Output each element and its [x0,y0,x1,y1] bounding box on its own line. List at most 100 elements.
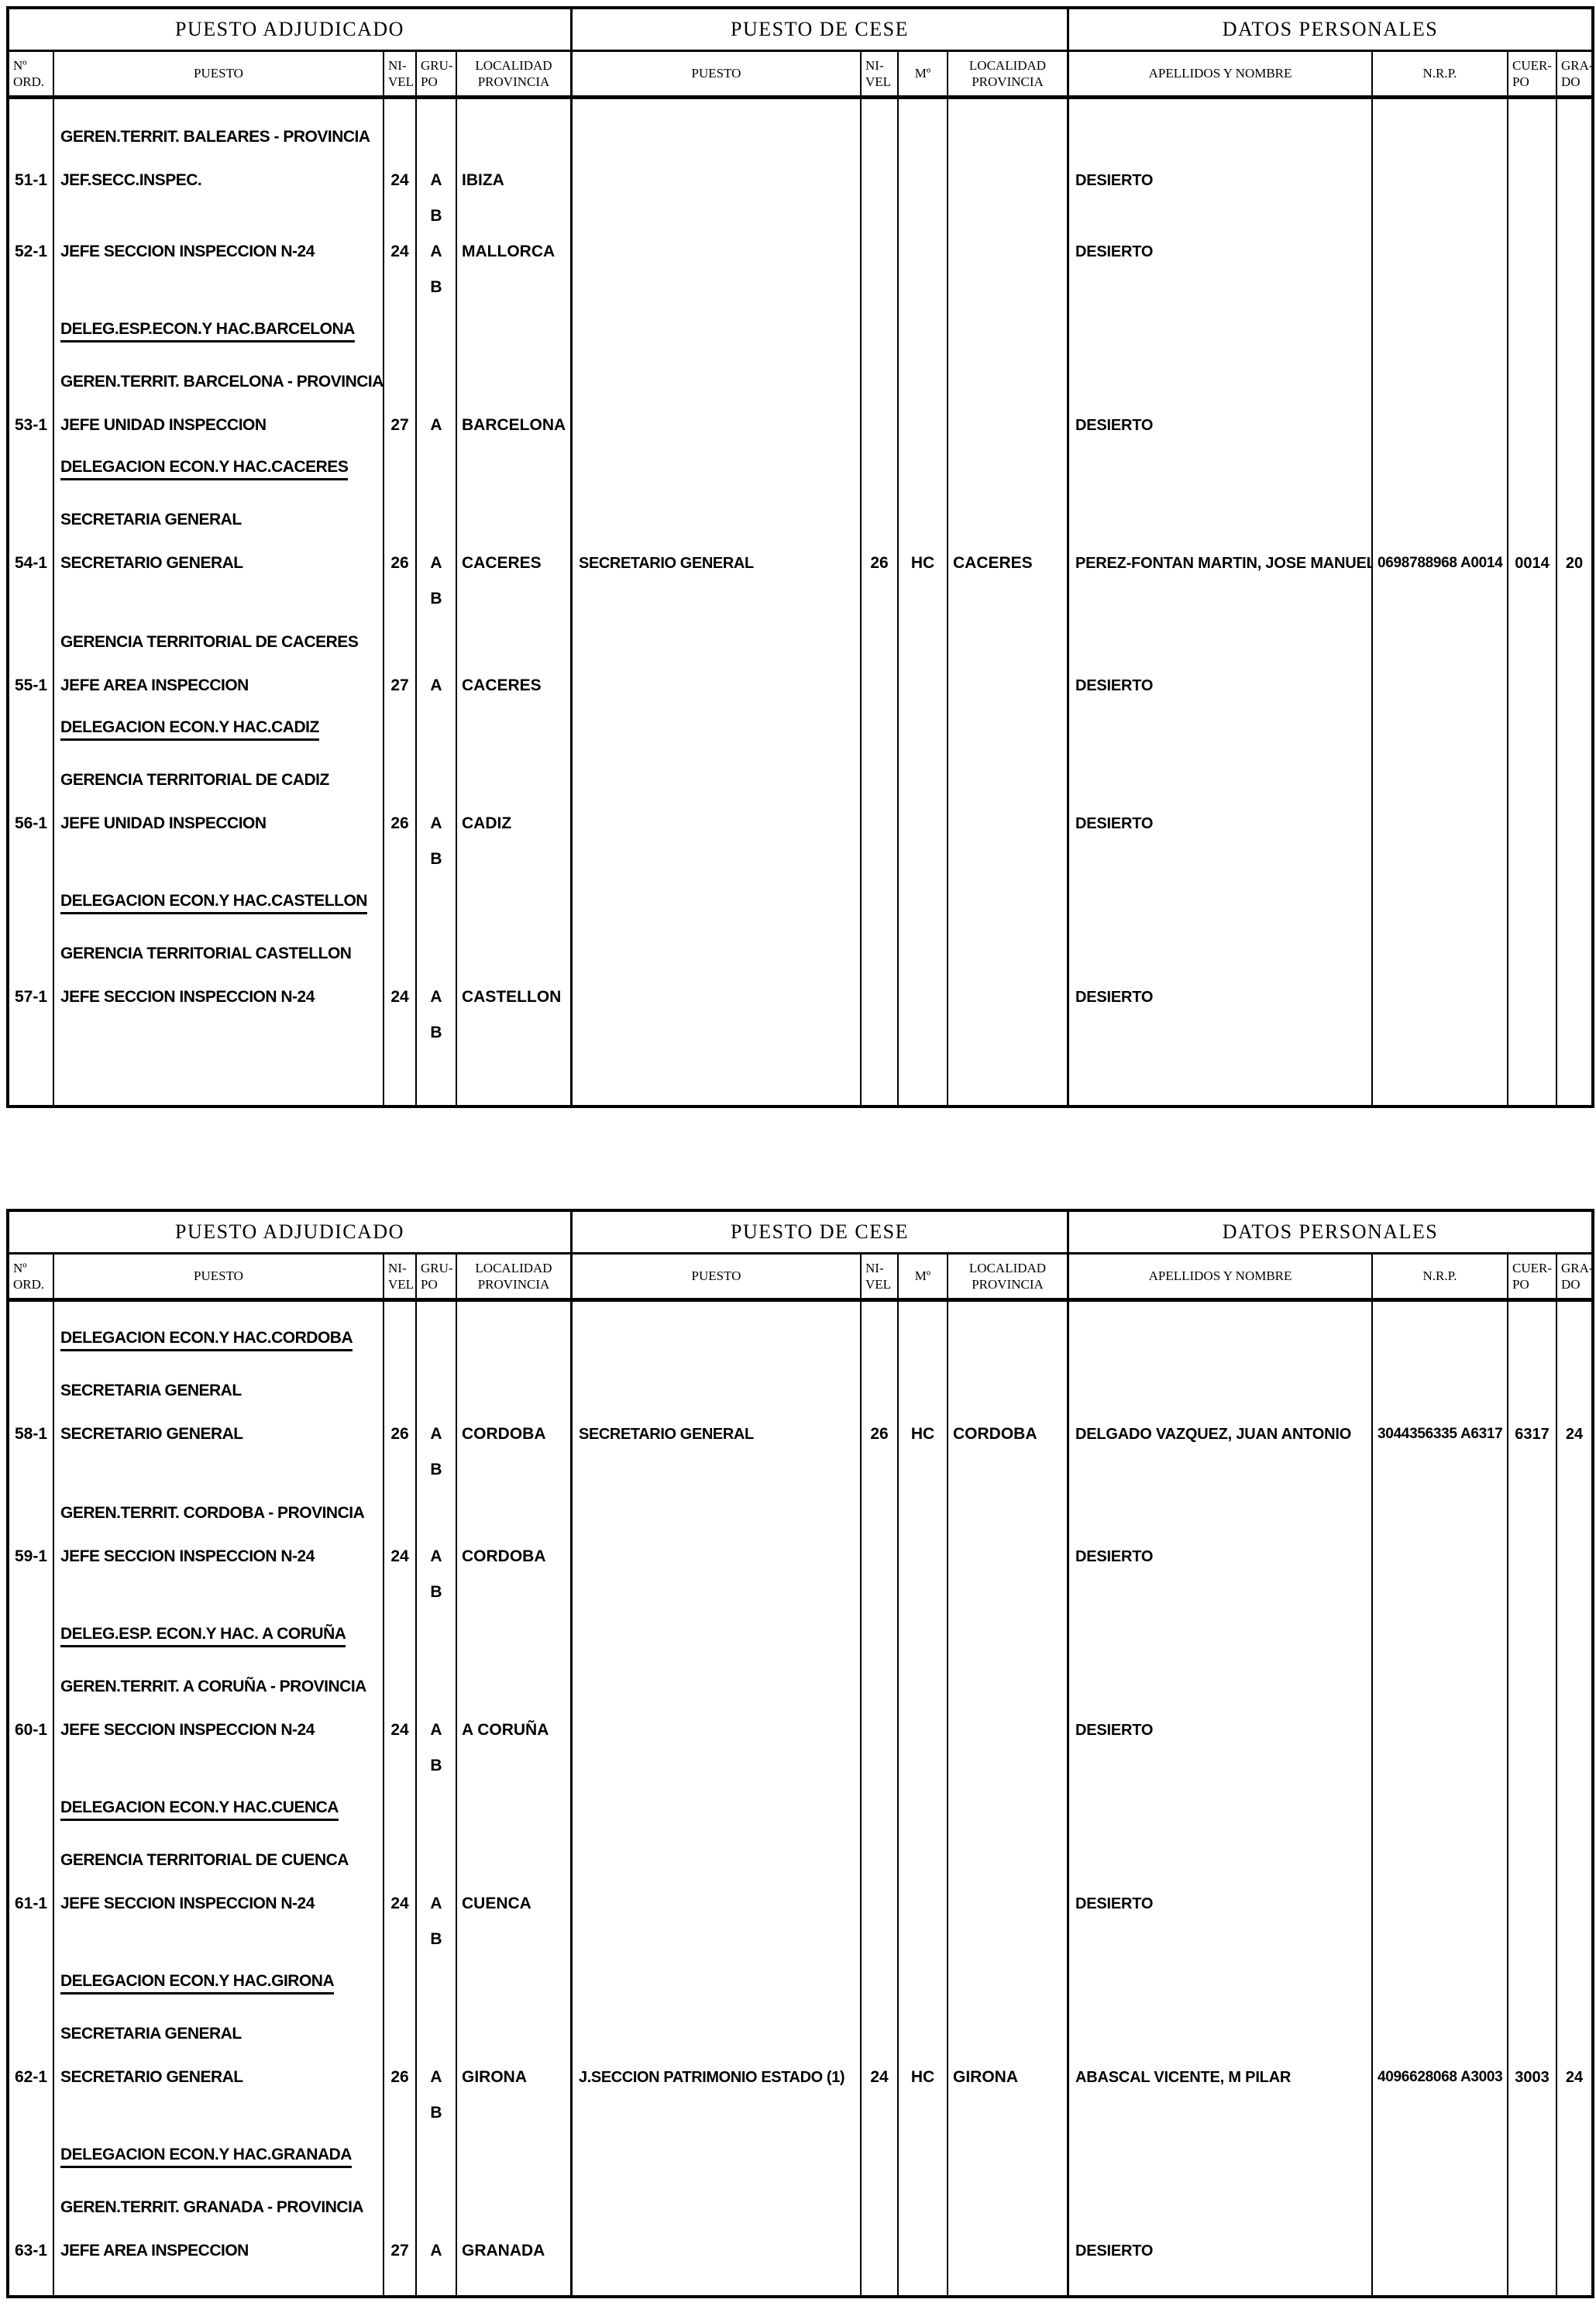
cell-cese-puesto [573,234,862,270]
cell-localidad: CADIZ [457,806,573,842]
cell-localidad [457,1314,573,1365]
cell-ord [9,1488,54,1539]
cell-cese-puesto [573,1957,862,2008]
cell-apellidos: DESIERTO [1069,1886,1373,1922]
cell-localidad [457,1365,573,1416]
cell-localidad [457,270,573,305]
cell-puesto: DELEGACION ECON.Y HAC.GIRONA [54,1957,384,2008]
cell-cese-puesto [573,877,862,928]
cell-ord [9,1452,54,1488]
cell-cese-nivel [862,99,899,112]
cell-apellidos [1069,112,1373,163]
cell-ministerio [899,617,948,668]
col-header-ord-line1: Nº [13,1260,27,1275]
cell-cese-localidad [948,1712,1069,1748]
cell-nivel [384,2095,417,2131]
cell-nrp [1373,1886,1508,1922]
cell-ministerio-text: HC [910,1425,935,1443]
cell-cese-nivel [862,1922,899,1957]
group-letter-row: B [9,581,1591,617]
cell-puesto-text: DELEGACION ECON.Y HAC.CADIZ [60,718,319,741]
col-header-cuerpo-line2: PO [1512,1277,1529,1292]
cell-nrp [1373,1712,1508,1748]
cell-grado [1557,2269,1591,2295]
cell-apellidos: PEREZ-FONTAN MARTIN, JOSE MANUEL [1069,546,1373,581]
cell-cese-localidad [948,928,1069,979]
col-header-ord-line1: Nº [13,57,27,73]
cell-grado [1557,1886,1591,1922]
cell-puesto-text: DELEGACION ECON.Y HAC.CORDOBA [60,1329,353,1351]
cell-cese-nivel [862,842,899,877]
cell-grado-text: 24 [1565,1425,1584,1443]
entry-row: 63-1 JEFE AREA INSPECCION 27 A GRANADA DESIER… [9,2233,1591,2269]
cell-ord [9,494,54,546]
cell-nivel [384,2182,417,2233]
cell-ord: 59-1 [9,1539,54,1575]
cell-localidad-text: IBIZA [462,171,504,189]
cell-nrp [1373,112,1508,163]
cell-grupo [417,494,457,546]
cell-grupo-text: B [430,1930,442,1948]
cell-cese-nivel [862,1748,899,1784]
cell-nivel: 24 [384,979,417,1015]
cell-ord [9,1302,54,1314]
cell-puesto-text: SECRETARIA GENERAL [60,1382,242,1399]
cell-ministerio [899,99,948,112]
cell-cese-nivel [862,305,899,356]
cell-ord [9,1051,54,1105]
cell-apellidos: DESIERTO [1069,668,1373,704]
cell-cese-localidad [948,234,1069,270]
filler-row [9,2269,1591,2295]
cell-grupo-text: A [430,814,442,832]
cell-nrp [1373,1575,1508,1610]
cell-ministerio [899,979,948,1015]
col-header-grupo: GRU- PO [417,52,457,95]
cell-grupo: A [417,2233,457,2269]
cell-ord-text: 53-1 [14,416,48,434]
cell-ord [9,1957,54,2008]
col-header-cese-localidad: LOCALIDAD PROVINCIA [948,52,1069,95]
cell-cuerpo [1508,443,1557,494]
cell-cese-nivel [862,494,899,546]
cell-cuerpo [1508,1452,1557,1488]
cell-cese-localidad-text: CORDOBA [953,1425,1037,1443]
cell-cese-puesto [573,1051,862,1105]
cell-cese-nivel [862,356,899,408]
group-header-puesto-adjudicado: PUESTO ADJUDICADO [9,1212,573,1252]
col-header-ord: Nº ORD. [9,52,54,95]
cell-nivel: 27 [384,408,417,443]
cell-cuerpo [1508,1302,1557,1314]
cell-cese-localidad [948,1957,1069,2008]
cell-nrp [1373,198,1508,234]
cell-nrp [1373,1922,1508,1957]
cell-grado [1557,356,1591,408]
cell-cese-puesto [573,198,862,234]
cell-apellidos-text: DESIERTO [1075,2242,1154,2260]
cell-apellidos [1069,2131,1373,2182]
cell-grado [1557,806,1591,842]
cell-cese-localidad [948,877,1069,928]
cell-grado [1557,494,1591,546]
cell-nivel [384,1835,417,1886]
cell-puesto [54,1302,384,1314]
cell-cese-localidad [948,1015,1069,1051]
cell-grupo: A [417,234,457,270]
cell-localidad [457,2095,573,2131]
cell-grupo: A [417,1712,457,1748]
cell-cese-nivel [862,198,899,234]
cell-localidad: IBIZA [457,163,573,198]
cell-puesto: JEFE SECCION INSPECCION N-24 [54,234,384,270]
cell-grado [1557,198,1591,234]
cell-apellidos: DESIERTO [1069,2233,1373,2269]
cell-cese-puesto [573,1314,862,1365]
cell-ministerio [899,1015,948,1051]
cell-localidad-text: CORDOBA [462,1547,546,1565]
cell-ord [9,755,54,806]
cell-ord-text: 63-1 [14,2242,48,2260]
cell-cuerpo [1508,979,1557,1015]
cell-cese-localidad [948,270,1069,305]
cell-apellidos [1069,1661,1373,1712]
cell-localidad [457,1015,573,1051]
cell-apellidos-text: DESIERTO [1075,1547,1154,1565]
cell-grupo-text: B [430,1583,442,1601]
